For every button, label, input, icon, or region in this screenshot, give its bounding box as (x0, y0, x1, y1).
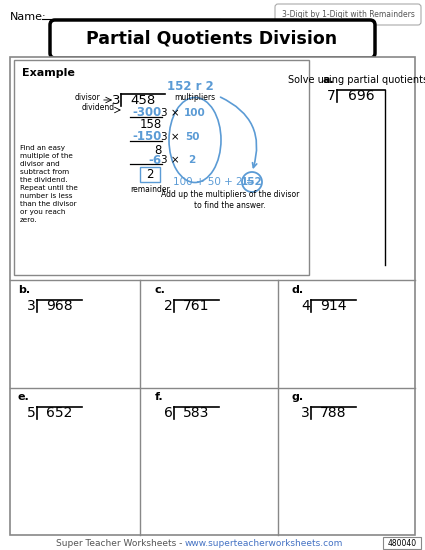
Text: 3-Digit by 1-Digit with Remainders: 3-Digit by 1-Digit with Remainders (281, 10, 414, 19)
Text: b.: b. (18, 285, 30, 295)
Bar (383, 537, 421, 549)
Text: 458: 458 (130, 94, 156, 107)
Text: 5: 5 (27, 406, 36, 420)
FancyBboxPatch shape (50, 20, 375, 58)
Text: Find an easy
multiple of the
divisor and
subtract from
the dividend.
Repeat unti: Find an easy multiple of the divisor and… (20, 145, 78, 223)
Text: Example: Example (22, 68, 75, 78)
Text: dividend: dividend (82, 103, 115, 113)
Text: 3: 3 (27, 299, 36, 313)
Text: 480040: 480040 (388, 538, 416, 547)
Text: remainder: remainder (130, 184, 170, 194)
Text: -150: -150 (133, 130, 162, 144)
Text: 914: 914 (320, 299, 346, 313)
FancyBboxPatch shape (275, 4, 421, 25)
Text: 2: 2 (188, 155, 196, 165)
Text: 7: 7 (327, 89, 336, 103)
Bar (140, 167, 160, 182)
Text: 152: 152 (241, 177, 263, 187)
Text: -6: -6 (149, 153, 162, 167)
Text: e.: e. (18, 392, 30, 402)
Text: 2: 2 (146, 168, 154, 181)
Text: 3 ×: 3 × (161, 132, 179, 142)
Text: 583: 583 (183, 406, 209, 420)
Text: 3 ×: 3 × (161, 155, 179, 165)
Text: 8: 8 (155, 144, 162, 157)
Text: www.superteacherworksheets.com: www.superteacherworksheets.com (185, 540, 343, 548)
Text: 3: 3 (111, 94, 120, 107)
Text: 2: 2 (164, 299, 173, 313)
Text: Partial Quotients Division: Partial Quotients Division (86, 30, 337, 48)
Text: f.: f. (155, 392, 164, 402)
Text: 158: 158 (140, 118, 162, 131)
Text: 100: 100 (184, 108, 206, 118)
Text: a.: a. (323, 75, 335, 85)
Text: 100 + 50 + 2 =: 100 + 50 + 2 = (173, 177, 258, 187)
Text: 696: 696 (348, 89, 374, 103)
Text: c.: c. (155, 285, 166, 295)
Text: 968: 968 (45, 299, 72, 313)
Bar (14, 60, 309, 275)
Text: 50: 50 (185, 132, 199, 142)
Text: 788: 788 (320, 406, 346, 420)
Text: divisor: divisor (74, 94, 100, 102)
Text: 152 r 2: 152 r 2 (167, 80, 213, 94)
Text: Add up the multipliers of the divisor
to find the answer.: Add up the multipliers of the divisor to… (161, 190, 299, 210)
Text: d.: d. (292, 285, 304, 295)
Text: 761: 761 (183, 299, 209, 313)
Text: multipliers: multipliers (174, 92, 215, 102)
Text: 3 ×: 3 × (161, 108, 179, 118)
Text: -300: -300 (133, 107, 162, 119)
Text: Name:: Name: (10, 12, 47, 22)
FancyArrowPatch shape (221, 97, 257, 168)
Text: Solve using partial quotients.: Solve using partial quotients. (289, 75, 425, 85)
Text: g.: g. (292, 392, 304, 402)
Text: 6: 6 (164, 406, 173, 420)
Text: 652: 652 (46, 406, 72, 420)
Text: 3: 3 (301, 406, 310, 420)
Text: 4: 4 (301, 299, 310, 313)
Text: Super Teacher Worksheets -: Super Teacher Worksheets - (56, 540, 185, 548)
Bar (10, 57, 415, 535)
